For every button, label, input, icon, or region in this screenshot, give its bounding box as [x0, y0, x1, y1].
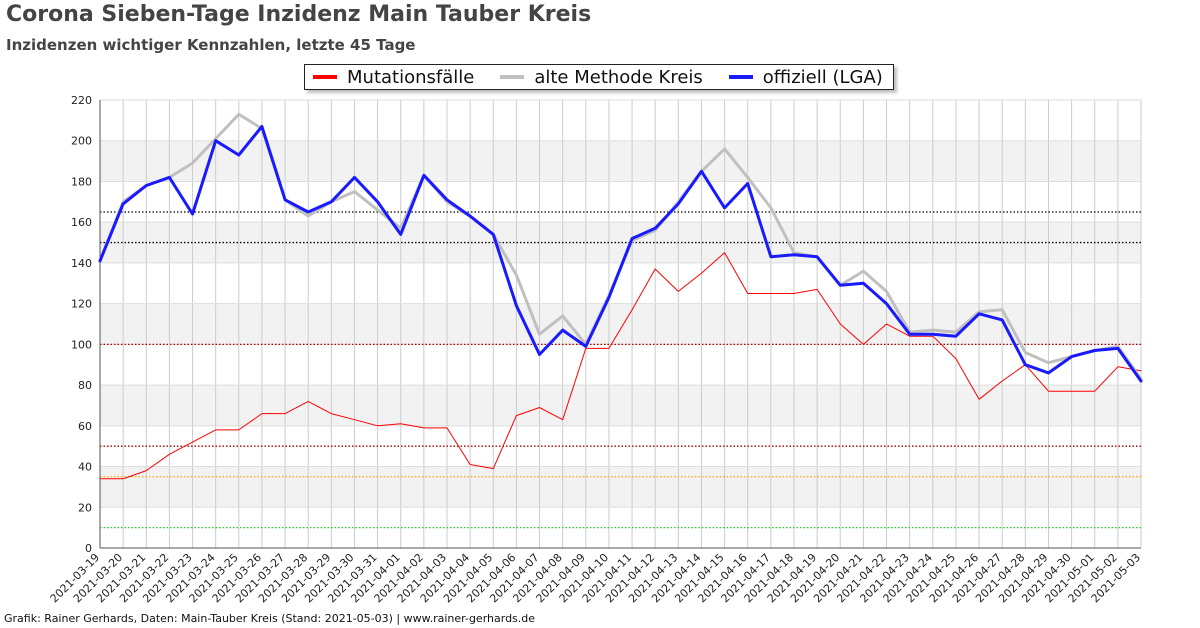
y-tick-label: 60 [78, 420, 92, 433]
y-tick-label: 100 [71, 338, 92, 351]
legend-item-official: offiziell (LGA) [728, 66, 883, 88]
legend-item-mutation: Mutationsfälle [313, 67, 474, 88]
legend-label-old-method: alte Methode Kreis [534, 66, 703, 88]
y-tick-label: 140 [71, 257, 92, 270]
y-tick-label: 200 [71, 135, 92, 148]
y-tick-label: 80 [78, 379, 92, 392]
series-line-mutation [99, 252, 1142, 480]
chart-legend: Mutationsfälle alte Methode Kreis offizi… [304, 64, 894, 90]
y-tick-label: 220 [71, 94, 92, 107]
legend-label-official: offiziell (LGA) [762, 66, 883, 88]
y-tick-label: 0 [85, 542, 92, 555]
y-tick-label: 20 [78, 501, 92, 514]
legend-swatch-official [728, 75, 753, 79]
grid-band [100, 222, 1141, 263]
legend-swatch-mutation [313, 75, 337, 79]
grid-band [100, 303, 1141, 345]
y-tick-label: 160 [71, 216, 92, 229]
chart-title: Corona Sieben-Tage Inzidenz Main Tauber … [6, 2, 592, 27]
grid-band [100, 466, 1141, 508]
grid-band [100, 140, 1141, 182]
chart-subtitle: Inzidenzen wichtiger Kennzahlen, letzte … [6, 36, 416, 54]
legend-label-mutation: Mutationsfälle [347, 66, 475, 88]
grid-band [100, 385, 1141, 426]
y-tick-label: 180 [71, 175, 92, 188]
legend-item-old-method: alte Methode Kreis [500, 66, 703, 88]
y-tick-label: 120 [71, 298, 92, 311]
legend-swatch-old-method [500, 75, 525, 79]
series-line-official [98, 125, 1143, 383]
y-tick-label: 40 [78, 461, 92, 474]
chart-footer: Grafik: Rainer Gerhards, Daten: Main-Tau… [4, 612, 536, 625]
